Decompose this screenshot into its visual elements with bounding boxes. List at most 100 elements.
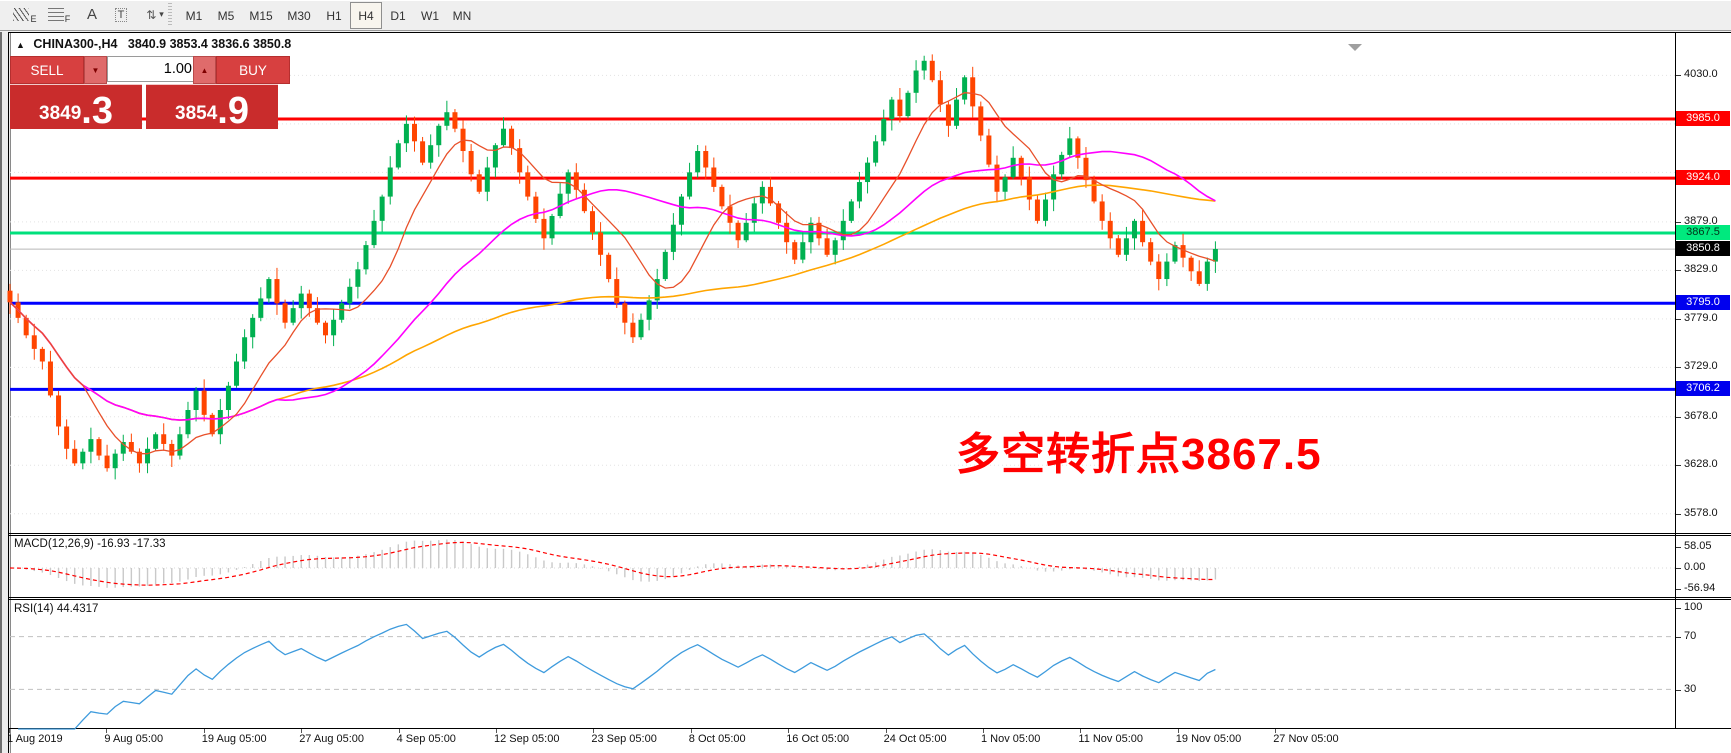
price-tick-label: 4030.0 xyxy=(1684,68,1718,81)
buy-button-label: BUY xyxy=(239,62,267,78)
time-tick-mark xyxy=(203,729,205,733)
text-tool[interactable]: T xyxy=(108,2,134,27)
price-badge-pivot: 3867.5 xyxy=(1676,224,1730,240)
sell-button-label: SELL xyxy=(30,62,64,78)
time-tick-mark xyxy=(1275,729,1277,733)
buy-button[interactable]: BUY xyxy=(216,56,290,84)
indicator-tick-label: 70 xyxy=(1684,630,1697,642)
indicator-tick-label: 30 xyxy=(1684,683,1697,695)
timeframe-button-M1[interactable]: M1 xyxy=(185,8,203,23)
timeframe-button-W1[interactable]: W1 xyxy=(421,8,439,23)
time-tick-label: 19 Nov 05:00 xyxy=(1175,733,1242,745)
axis-tick-mark xyxy=(1676,608,1681,609)
ohlc-quotes: 3840.9 3853.4 3836.6 3850.8 xyxy=(127,37,292,51)
time-tick-label: 9 Aug 05:00 xyxy=(104,733,164,745)
volume-decrease-button[interactable]: ▼ xyxy=(84,56,107,84)
time-tick-label: 27 Aug 05:00 xyxy=(299,733,365,745)
letter-t-icon: T xyxy=(114,7,128,22)
axis-tick-mark xyxy=(1676,367,1681,369)
price-tick-label: 3678.0 xyxy=(1684,409,1718,422)
caret-up-icon: ▲ xyxy=(200,65,209,75)
window-splitter[interactable] xyxy=(0,32,11,753)
sell-price-frac: .3 xyxy=(81,90,113,132)
tool-sub-label: F xyxy=(64,13,71,24)
collapse-arrow-icon[interactable]: ▲ xyxy=(16,40,25,50)
time-tick-label: 1 Aug 2019 xyxy=(7,733,63,745)
indicator-tick-label: -56.94 xyxy=(1684,582,1716,594)
time-tick-mark xyxy=(301,729,303,733)
chart-background xyxy=(8,32,1731,753)
price-badge-support: 3795.0 xyxy=(1676,295,1730,311)
timeframe-button-M15[interactable]: M15 xyxy=(249,8,273,23)
time-tick-label: 8 Oct 05:00 xyxy=(688,733,746,745)
volume-value: 1.00 xyxy=(163,61,192,77)
rsi-label: RSI(14) 44.4317 xyxy=(14,603,99,615)
time-tick-mark xyxy=(1080,729,1082,733)
caret-down-icon: ▼ xyxy=(91,65,100,75)
axis-tick-mark xyxy=(1676,513,1681,515)
time-tick-mark xyxy=(885,729,887,733)
price-tick-label: 3578.0 xyxy=(1684,506,1718,519)
time-tick-label: 16 Oct 05:00 xyxy=(786,733,850,745)
axis-tick-mark xyxy=(1676,547,1681,548)
toolbar: E F A T ⇅ ▾ M1 M5 M15 M30 H1 H4 D1 W1 MN xyxy=(0,0,1731,31)
buy-price-int: 3854 xyxy=(175,103,218,124)
time-tick-mark xyxy=(496,729,497,733)
price-badge-resistance: 3924.0 xyxy=(1676,170,1730,186)
time-tick-label: 11 Nov 05:00 xyxy=(1078,733,1144,745)
time-tick-label: 27 Nov 05:00 xyxy=(1273,733,1339,745)
buy-price-box[interactable]: 3854 .9 xyxy=(146,84,278,132)
arrows-icon: ⇅ xyxy=(146,7,157,22)
time-tick-mark xyxy=(983,729,984,733)
hatch-lines-icon xyxy=(13,8,30,21)
price-tick-label: 3729.0 xyxy=(1684,360,1718,373)
time-tick-mark xyxy=(593,729,595,733)
price-badge-support: 3706.2 xyxy=(1676,381,1730,397)
text-label-tool[interactable]: A xyxy=(80,2,104,27)
chart-annotation-text[interactable]: 多空转折点3867.5 xyxy=(956,430,1322,479)
chart-header: ▲ CHINA300-,H4 3840.9 3853.4 3836.6 3850… xyxy=(16,37,291,51)
time-tick-mark xyxy=(9,729,10,733)
sell-price-int: 3849 xyxy=(39,103,82,124)
sell-button[interactable]: SELL xyxy=(10,56,84,84)
timeframe-button-MN[interactable]: MN xyxy=(452,8,472,23)
chevron-down-icon: ▾ xyxy=(159,9,164,19)
time-tick-label: 23 Sep 05:00 xyxy=(591,733,657,745)
time-tick-mark xyxy=(106,729,108,733)
axis-tick-mark xyxy=(1676,416,1681,418)
symbol-name: CHINA300-,H4 xyxy=(33,37,118,51)
time-tick-label: 4 Sep 05:00 xyxy=(396,733,456,745)
time-tick-mark xyxy=(1177,729,1179,733)
volume-input[interactable]: 1.00 xyxy=(107,56,199,82)
price-tick-label: 3829.0 xyxy=(1684,263,1718,276)
axis-tick-mark xyxy=(1676,637,1681,638)
time-tick-label: 1 Nov 05:00 xyxy=(981,733,1041,745)
macd-label: MACD(12,26,9) -16.93 -17.33 xyxy=(14,538,166,550)
timeframe-button-H4[interactable]: H4 xyxy=(350,2,382,29)
fibonacci-tool[interactable]: F xyxy=(44,2,74,27)
time-tick-label: 19 Aug 05:00 xyxy=(201,733,267,745)
price-tick-label: 3879.0 xyxy=(1684,214,1718,227)
time-tick-mark xyxy=(690,729,692,733)
time-tick-mark xyxy=(398,729,400,733)
time-tick-label: 12 Sep 05:00 xyxy=(494,733,560,745)
chart-shift-marker-icon xyxy=(1348,44,1362,51)
arrow-objects-tool[interactable]: ⇅ ▾ xyxy=(138,2,172,27)
timeframe-button-D1[interactable]: D1 xyxy=(390,8,406,23)
timeframe-button-M30[interactable]: M30 xyxy=(287,8,311,23)
equidistant-channel-tool[interactable]: E xyxy=(10,2,40,27)
sell-price-box[interactable]: 3849 .3 xyxy=(10,84,142,132)
fibo-lines-icon xyxy=(47,8,64,21)
axis-tick-mark xyxy=(1676,318,1681,320)
timeframe-button-M5[interactable]: M5 xyxy=(217,8,235,23)
indicator-tick-label: 58.05 xyxy=(1684,540,1712,552)
axis-tick-mark xyxy=(1676,221,1681,223)
axis-tick-mark xyxy=(1676,690,1681,691)
timeframe-button-H1[interactable]: H1 xyxy=(326,8,342,23)
buy-price-frac: .9 xyxy=(217,90,249,132)
price-tick-label: 3779.0 xyxy=(1684,311,1718,324)
volume-increase-button[interactable]: ▲ xyxy=(193,56,216,84)
indicator-tick-label: 0.00 xyxy=(1684,561,1706,573)
axis-tick-mark xyxy=(1676,75,1681,77)
price-tick-label: 3628.0 xyxy=(1684,458,1718,471)
